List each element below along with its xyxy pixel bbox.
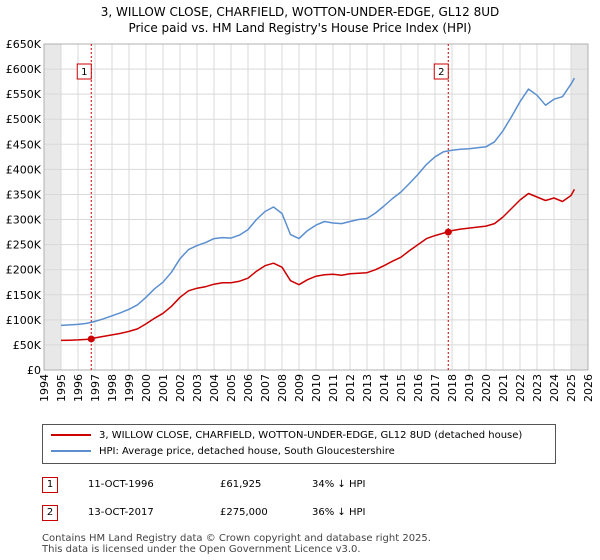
y-tick-label: £100K: [6, 314, 42, 327]
transaction-hpi: 34% ↓ HPI: [312, 479, 366, 490]
x-tick-label: 2022: [514, 374, 527, 402]
sale-label-text: 2: [438, 67, 444, 78]
x-tick-label: 1995: [55, 374, 68, 402]
transaction-date: 13-OCT-2017: [88, 507, 154, 518]
sale-label-text: 1: [81, 67, 87, 78]
x-tick-label: 2020: [480, 374, 493, 402]
transaction-marker-2: 2: [42, 505, 58, 521]
legend-label-property: 3, WILLOW CLOSE, CHARFIELD, WOTTON-UNDER…: [99, 430, 523, 441]
series-line-property: [60, 189, 576, 342]
footer-licence: This data is licensed under the Open Gov…: [42, 544, 361, 555]
x-tick-label: 2016: [412, 374, 425, 402]
transaction-price: £61,925: [220, 479, 262, 490]
y-tick-label: £0: [27, 364, 41, 377]
y-tick-label: £600K: [6, 63, 42, 76]
y-tick-label: £300K: [6, 214, 42, 227]
x-tick-label: 2004: [208, 374, 221, 402]
x-tick-label: 2021: [497, 374, 510, 402]
x-tick-label: 2003: [191, 374, 204, 402]
footer-copyright: Contains HM Land Registry data © Crown c…: [42, 533, 431, 544]
sale-label-box: [433, 63, 449, 80]
y-tick-label: £350K: [6, 188, 42, 201]
x-tick-label: 1994: [38, 374, 51, 402]
series-line-hpi: [60, 77, 576, 327]
x-tick-label: 2014: [378, 374, 391, 402]
x-tick-label: 2024: [548, 374, 561, 402]
legend-line-hpi: [51, 450, 91, 452]
x-tick-label: 2007: [259, 374, 272, 402]
x-tick-label: 2006: [242, 374, 255, 402]
x-tick-label: 2019: [463, 374, 476, 402]
x-tick-label: 1996: [72, 374, 85, 402]
x-tick-label: 2010: [310, 374, 323, 402]
shaded-region: [571, 44, 588, 370]
x-tick-label: 2012: [344, 374, 357, 402]
x-tick-label: 2025: [565, 374, 578, 402]
x-tick-label: 1998: [106, 374, 119, 402]
y-tick-label: £400K: [6, 163, 42, 176]
x-tick-label: 2015: [395, 374, 408, 402]
y-tick-label: £450K: [6, 138, 42, 151]
transaction-date: 11-OCT-1996: [88, 479, 154, 490]
y-tick-label: £200K: [6, 264, 42, 277]
x-tick-label: 1997: [89, 374, 102, 402]
x-tick-label: 2013: [361, 374, 374, 402]
x-tick-label: 1999: [123, 374, 136, 402]
x-tick-label: 2005: [225, 374, 238, 402]
y-tick-label: £650K: [6, 38, 42, 51]
legend-line-property: [51, 434, 91, 436]
legend-item-property: 3, WILLOW CLOSE, CHARFIELD, WOTTON-UNDER…: [51, 429, 522, 443]
x-tick-label: 2002: [174, 374, 187, 402]
x-tick-label: 2001: [157, 374, 170, 402]
transaction-marker-1: 1: [42, 477, 58, 493]
x-tick-label: 2023: [531, 374, 544, 402]
x-tick-label: 2011: [327, 374, 340, 402]
x-tick-label: 2017: [429, 374, 442, 402]
x-tick-label: 2026: [582, 374, 595, 402]
price-chart: £0 £50K £100K £150K £200K £250K £300K £350K £400…: [6, 38, 595, 402]
y-tick-label: £500K: [6, 113, 42, 126]
x-tick-label: 2008: [276, 374, 289, 402]
x-tick-label: 2009: [293, 374, 306, 402]
shaded-region: [44, 44, 61, 370]
transaction-hpi: 36% ↓ HPI: [312, 507, 366, 518]
y-tick-label: £50K: [13, 339, 42, 352]
chart-title-line1: 3, WILLOW CLOSE, CHARFIELD, WOTTON-UNDER…: [100, 5, 500, 19]
legend-label-hpi: HPI: Average price, detached house, Sout…: [99, 446, 395, 457]
legend-item-hpi: HPI: Average price, detached house, Sout…: [51, 445, 395, 459]
legend: 3, WILLOW CLOSE, CHARFIELD, WOTTON-UNDER…: [42, 424, 556, 464]
chart-title-line2: Price paid vs. HM Land Registry's House …: [128, 21, 472, 35]
sale-point: [444, 228, 452, 236]
transaction-price: £275,000: [220, 507, 268, 518]
sale-point: [87, 335, 95, 343]
y-tick-label: £150K: [6, 289, 42, 302]
y-tick-label: £250K: [6, 239, 42, 252]
plot-border: [43, 43, 589, 371]
sale-label-box: [76, 63, 92, 80]
x-tick-label: 2018: [446, 374, 459, 402]
x-tick-label: 2000: [140, 374, 153, 402]
y-tick-label: £550K: [6, 88, 42, 101]
